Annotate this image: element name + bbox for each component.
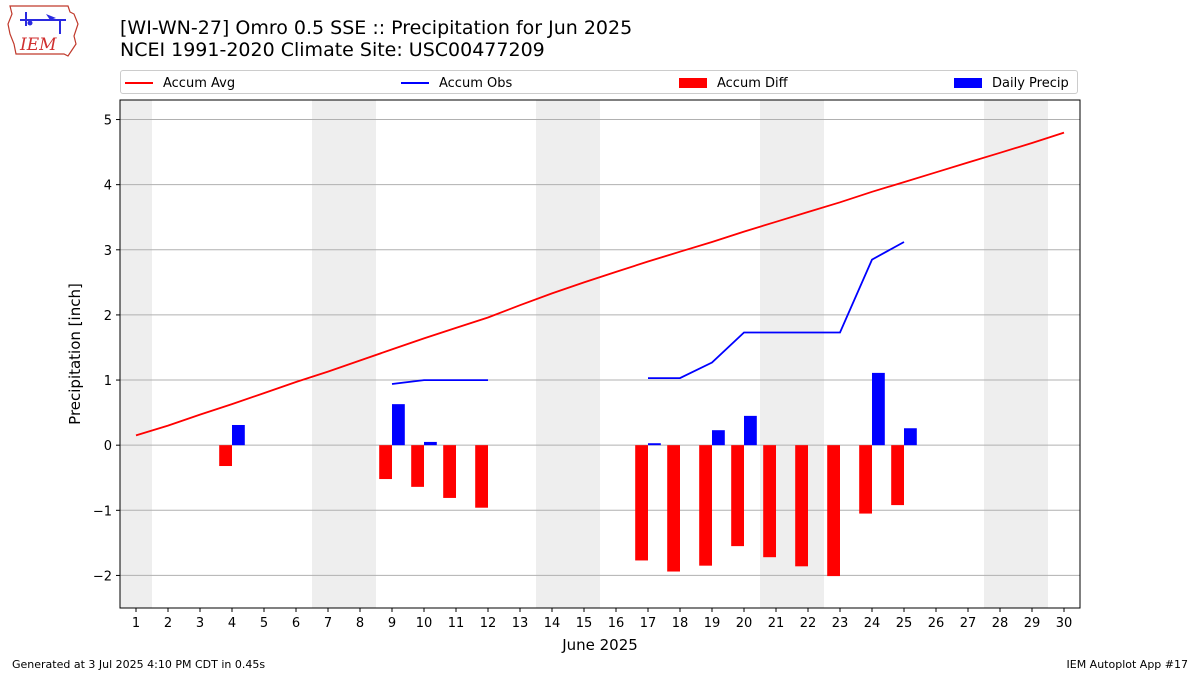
accum-obs-line	[391, 241, 905, 385]
legend-swatch-accum-avg	[125, 82, 153, 84]
daily-precip-bar	[872, 372, 885, 446]
x-tick-label: 27	[960, 616, 977, 631]
legend-label-accum-diff: Accum Diff	[717, 75, 788, 91]
plot-frame	[119, 99, 1081, 609]
y-tick-label: 2	[104, 309, 112, 324]
daily-precip-bar	[744, 415, 757, 446]
chart-subtitle: NCEI 1991-2020 Climate Site: USC00477209	[120, 39, 545, 61]
daily-precip-bar	[232, 424, 245, 446]
y-tick-label: 1	[104, 374, 112, 389]
footer-generated-text: Generated at 3 Jul 2025 4:10 PM CDT in 0…	[12, 658, 266, 671]
legend-label-daily-precip: Daily Precip	[992, 75, 1069, 91]
grid-layer	[120, 119, 1080, 576]
legend-item-accum-obs: Accum Obs	[401, 74, 512, 92]
x-tick-label: 1	[132, 616, 140, 631]
logo-text: IEM	[19, 35, 57, 55]
x-tick-label: 28	[992, 616, 1009, 631]
x-tick-label: 9	[388, 616, 396, 631]
accum-diff-bar	[891, 445, 904, 506]
y-tick-label: 0	[104, 439, 112, 454]
x-tick-label: 14	[544, 616, 561, 631]
daily-precip-bar	[424, 441, 437, 446]
accum-diff-bar	[475, 445, 488, 508]
y-tick-label: −2	[93, 569, 112, 584]
x-tick-label: 8	[356, 616, 364, 631]
weekend-band-4	[760, 100, 824, 608]
accum-diff-bar	[411, 445, 424, 487]
accum-diff-bar	[859, 445, 872, 514]
x-axis: 1 2 3 4 5 6 7 8 9 10 11 12 13 14 15 16 17 18 19 20 21 22 23 24 2…	[132, 608, 1072, 631]
x-tick-label: 25	[896, 616, 913, 631]
accum-diff-bar	[763, 445, 776, 558]
x-tick-label: 17	[640, 616, 657, 631]
daily-precip-bar	[392, 404, 405, 446]
x-tick-label: 13	[512, 616, 529, 631]
daily-precip-bar	[712, 430, 725, 446]
x-tick-label: 5	[260, 616, 268, 631]
accum-diff-bar	[699, 445, 712, 566]
x-tick-label: 20	[736, 616, 753, 631]
x-tick-label: 30	[1056, 616, 1073, 631]
x-tick-label: 6	[292, 616, 300, 631]
x-tick-label: 3	[196, 616, 204, 631]
accum-diff-bar	[795, 445, 808, 567]
accum-avg-line	[135, 131, 1065, 437]
legend-item-daily-precip: Daily Precip	[954, 74, 1069, 92]
x-tick-label: 18	[672, 616, 689, 631]
accum-diff-bar	[379, 445, 392, 480]
x-tick-label: 7	[324, 616, 332, 631]
accum-diff-bar	[443, 445, 456, 498]
iem-logo-icon: IEM	[7, 5, 79, 57]
accum-diff-bar	[827, 445, 840, 577]
daily-precip-bar	[904, 428, 917, 446]
lines-layer	[135, 131, 1065, 437]
accum-diff-bar	[667, 445, 680, 572]
x-tick-label: 21	[768, 616, 785, 631]
x-tick-label: 11	[448, 616, 465, 631]
chart-title: [WI-WN-27] Omro 0.5 SSE :: Precipitation…	[120, 17, 633, 39]
x-tick-label: 24	[864, 616, 881, 631]
legend-item-accum-avg: Accum Avg	[125, 74, 235, 92]
y-tick-label: 3	[104, 244, 112, 259]
x-tick-label: 10	[416, 616, 433, 631]
x-tick-label: 23	[832, 616, 849, 631]
legend-swatch-accum-diff	[679, 78, 707, 88]
y-tick-label: −1	[93, 504, 112, 519]
weekend-band-3	[536, 100, 600, 608]
legend-label-accum-obs: Accum Obs	[439, 75, 513, 91]
x-tick-label: 29	[1024, 616, 1041, 631]
legend-item-accum-diff: Accum Diff	[679, 74, 788, 92]
daily-precip-bar	[648, 443, 661, 446]
x-tick-label: 26	[928, 616, 945, 631]
legend-swatch-daily-precip	[954, 78, 982, 88]
x-tick-label: 2	[164, 616, 172, 631]
y-axis: −2 −1 0 1 2 3 4 5	[93, 114, 120, 584]
y-tick-label: 5	[104, 114, 112, 129]
x-tick-label: 19	[704, 616, 721, 631]
bars-layer	[219, 372, 917, 577]
chart-legend: Accum Avg Accum Obs Accum Diff Daily Pre…	[120, 70, 1078, 94]
x-axis-label: June 2025	[561, 636, 638, 654]
footer-app-text: IEM Autoplot App #17	[1066, 658, 1189, 671]
accum-diff-bar	[635, 445, 648, 561]
y-axis-label: Precipitation [inch]	[66, 283, 84, 425]
y-tick-label: 4	[104, 179, 112, 194]
x-tick-label: 15	[576, 616, 593, 631]
x-tick-label: 16	[608, 616, 625, 631]
weekend-band-1	[120, 100, 152, 608]
weekend-band-5	[984, 100, 1048, 608]
weekend-band-2	[312, 100, 376, 608]
accum-diff-bar	[731, 445, 744, 547]
x-tick-label: 22	[800, 616, 817, 631]
x-tick-label: 4	[228, 616, 236, 631]
legend-label-accum-avg: Accum Avg	[163, 75, 236, 91]
x-tick-label: 12	[480, 616, 497, 631]
accum-diff-bar	[219, 445, 232, 467]
weekend-shading-layer	[120, 100, 1048, 608]
legend-swatch-accum-obs	[401, 82, 429, 84]
